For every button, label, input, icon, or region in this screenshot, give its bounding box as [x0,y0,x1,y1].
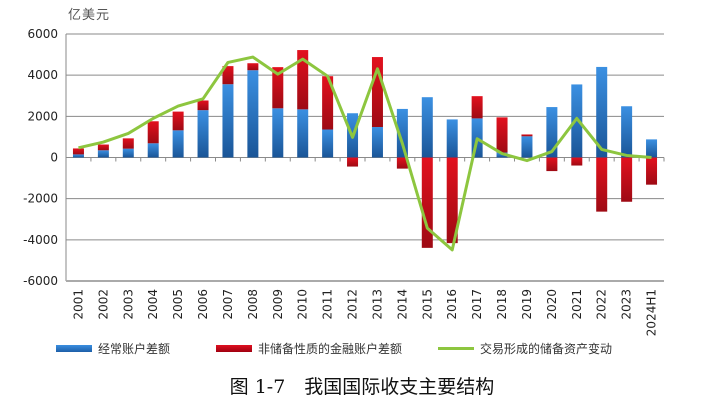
x-tick-label: 2015 [420,289,434,320]
bar-current-account [646,139,658,158]
legend: 经常账户差额 非储备性质的金融账户差额 交易形成的储备资产变动 [56,340,676,358]
bar-financial-account [596,157,608,212]
bar-financial-account [446,157,458,244]
bar-current-account [396,108,408,158]
bar-financial-account [646,157,658,185]
bar-financial-account [222,66,234,85]
bar-current-account [97,150,109,158]
y-tick-label: -2000 [23,192,58,206]
bar-financial-account [396,157,408,169]
x-tick-label: 2022 [595,289,609,320]
x-tick-label: 2017 [470,289,484,320]
bar-financial-account [621,157,633,202]
bar-current-account [322,129,334,158]
x-tick-label: 2001 [71,289,85,320]
legend-swatch-red-icon [216,345,252,352]
x-tick-label: 2014 [395,289,409,320]
y-tick-label: 2000 [27,109,58,123]
legend-label: 交易形成的储备资产变动 [480,342,613,356]
legend-item-financial-account: 非储备性质的金融账户差额 [216,340,402,357]
legend-item-current-account: 经常账户差额 [56,340,170,357]
bar-financial-account [147,121,159,144]
legend-swatch-green-line-icon [438,347,474,350]
bar-financial-account [247,63,259,71]
legend-label: 非储备性质的金融账户差额 [258,342,403,356]
x-tick-label: 2016 [445,289,459,320]
bar-current-account [546,107,558,158]
y-axis-unit-label: 亿美元 [68,8,111,23]
bar-current-account [446,119,458,158]
bar-current-account [72,154,84,158]
y-tick-label: 0 [50,151,58,165]
line-reserve-assets [78,55,652,252]
x-tick-label: 2018 [495,289,509,320]
bar-current-account [197,110,209,158]
bar-financial-account [172,111,184,131]
bar-financial-account [297,50,309,110]
bar-financial-account [471,96,483,119]
legend-item-reserve-assets: 交易形成的储备资产变动 [438,340,612,357]
bar-financial-account [496,117,508,153]
x-tick-label: 2010 [296,289,310,320]
plot-area: 6000 4000 2000 0 -2000 -4000 -6000 2001 2002 2003… [23,27,665,336]
x-tick-label: 2024H1 [645,289,659,336]
bar-current-account [521,136,533,158]
bar-financial-account [197,100,209,111]
x-tick-label: 2009 [271,289,285,320]
x-tick-label: 2004 [146,289,160,320]
bar-financial-account [122,138,134,149]
x-tick-label: 2011 [321,289,335,320]
bar-current-account [172,130,184,158]
bar-financial-account [72,148,84,155]
bar-financial-account [546,157,558,172]
bar-current-account [222,84,234,158]
x-tick-label: 2006 [196,289,210,320]
x-tick-label: 2019 [520,289,534,320]
y-tick-label: 6000 [27,27,58,41]
x-tick-label: 2007 [221,289,235,320]
bar-financial-account [571,157,583,166]
figure-caption: 图 1-7 我国国际收支主要结构 [229,376,495,398]
bar-current-account [297,109,309,158]
y-tick-label: -4000 [23,233,58,247]
legend-swatch-blue-icon [56,345,92,352]
bar-financial-account [272,67,284,109]
bar-financial-account [371,57,383,128]
bar-financial-account [421,157,433,248]
bar-current-account [147,143,159,158]
bar-current-account [596,66,608,158]
bar-current-account [421,97,433,158]
x-tick-label: 2020 [545,289,559,320]
y-tick-label: -6000 [23,274,58,288]
bar-current-account [571,84,583,158]
x-tick-label: 2002 [96,289,110,320]
x-tick-label: 2012 [346,289,360,320]
x-tick-label: 2003 [121,289,135,320]
bar-financial-account [521,134,533,137]
bar-current-account [122,148,134,158]
x-tick-label: 2021 [570,289,584,320]
x-tick-label: 2023 [620,289,634,320]
x-tick-label: 2008 [246,289,260,320]
bar-financial-account [97,144,109,151]
legend-label: 经常账户差额 [98,342,171,356]
bar-current-account [621,106,633,158]
bar-financial-account [322,76,334,130]
y-tick-label: 4000 [27,68,58,82]
bar-current-account [247,70,259,158]
x-tick-label: 2005 [171,289,185,320]
bar-current-account [371,127,383,158]
bar-current-account [272,108,284,158]
x-tick-label: 2013 [370,289,384,320]
bar-financial-account [347,157,359,167]
